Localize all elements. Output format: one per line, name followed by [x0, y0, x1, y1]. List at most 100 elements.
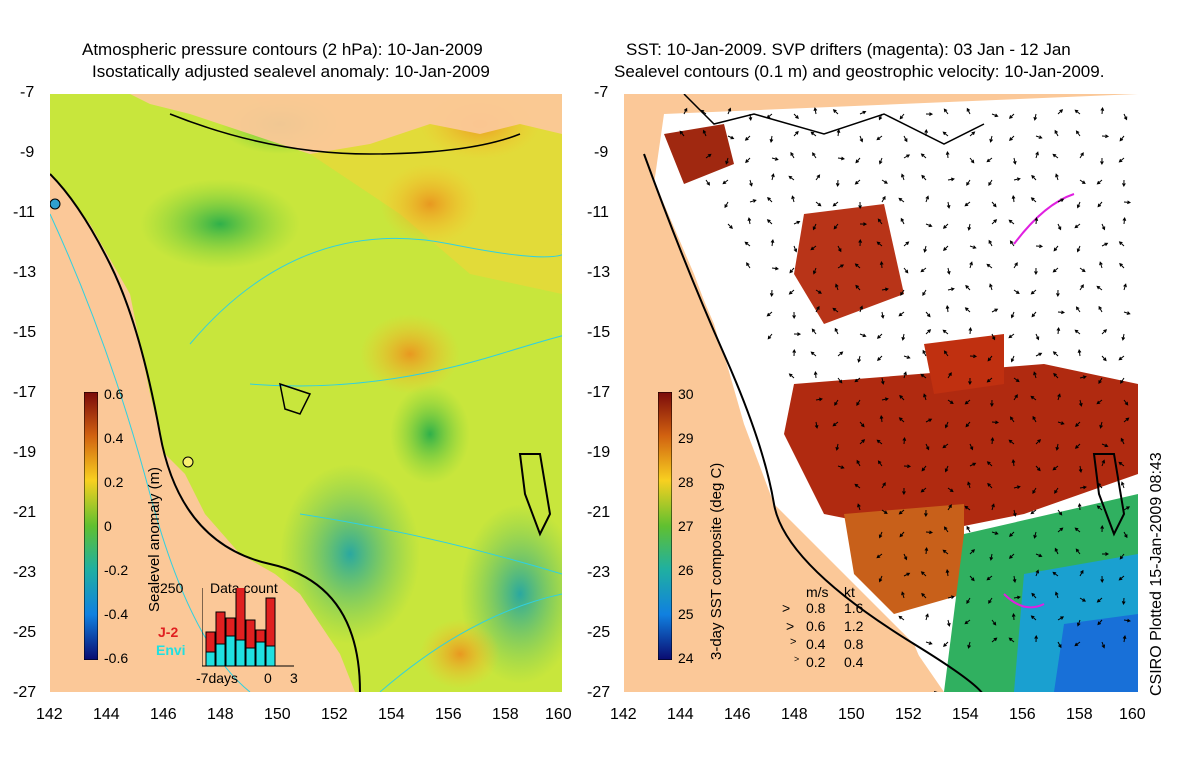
velocity-arrow [837, 156, 845, 161]
velocity-arrow [943, 245, 949, 251]
velocity-arrow [925, 530, 934, 535]
velocity-arrow [810, 245, 817, 251]
station-marker-icon[interactable] [182, 456, 194, 468]
velocity-arrow [1035, 244, 1044, 249]
velocity-arrow [792, 311, 796, 320]
velocity-arrow [1057, 641, 1062, 649]
velocity-arrow [1118, 461, 1125, 467]
lon-tick: 148 [207, 706, 234, 723]
velocity-arrow [832, 421, 839, 427]
velocity-arrow [920, 267, 927, 273]
velocity-arrow [923, 245, 927, 253]
velocity-arrow [1034, 267, 1038, 276]
velocity-arrow [943, 108, 949, 115]
velocity-arrow [1055, 443, 1060, 451]
lat-tick: -11 [13, 204, 35, 221]
velocity-arrow [947, 287, 955, 292]
velocity-arrow [988, 239, 993, 247]
velocity-arrow [903, 135, 908, 143]
velocity-arrow [898, 311, 905, 317]
colorbar-tick: 0.2 [104, 474, 124, 490]
velocity-arrow [1013, 262, 1018, 269]
velocity-arrow [1100, 575, 1105, 584]
left-title-line1: Atmospheric pressure contours (2 hPa): 1… [82, 40, 483, 59]
velocity-arrow [877, 218, 883, 225]
velocity-arrow [725, 157, 729, 165]
velocity-arrow [969, 245, 977, 249]
velocity-arrow [1122, 635, 1127, 643]
velocity-arrow [925, 641, 933, 645]
legend-arrow-icon: > [790, 636, 797, 648]
velocity-arrow [1056, 326, 1061, 335]
velocity-arrow [925, 195, 930, 203]
velocity-arrow [1079, 399, 1083, 407]
velocity-arrow [991, 637, 998, 643]
velocity-arrow [1076, 201, 1081, 209]
velocity-arrow [1010, 355, 1015, 363]
velocity-arrow [900, 217, 905, 225]
velocity-arrow [878, 113, 883, 121]
velocity-arrow [744, 135, 751, 141]
lat-tick: -15 [13, 324, 37, 341]
velocity-arrow [1079, 267, 1086, 273]
right-map[interactable]: 30 29 28 27 26 25 24 3-day SST composite… [624, 94, 1138, 692]
velocity-arrow [967, 641, 971, 649]
colorbar-tick: 0.6 [104, 386, 124, 402]
velocity-arrow [987, 355, 993, 362]
velocity-arrow [903, 553, 908, 561]
velocity-arrow [766, 113, 773, 119]
velocity-arrow [964, 201, 971, 207]
velocity-arrow [1096, 505, 1103, 511]
velocity-arrow [991, 420, 1000, 425]
velocity-arrow [834, 399, 839, 406]
velocity-arrow [835, 283, 839, 291]
velocity-arrow [966, 107, 971, 115]
lon-tick: 142 [610, 706, 637, 723]
colorbar-tick: 25 [678, 606, 694, 622]
velocity-arrow [859, 333, 867, 338]
velocity-arrow [815, 174, 821, 181]
legend-ms-value: 0.2 [806, 654, 826, 670]
left-map[interactable]: 0.6 0.4 0.2 0 -0.2 -0.4 -0.6 Sealevel an… [50, 94, 562, 692]
lat-tick: -19 [13, 444, 37, 461]
velocity-arrow [813, 107, 818, 115]
velocity-arrow [881, 397, 889, 402]
lon-tick: 146 [150, 706, 177, 723]
velocity-arrow [965, 421, 971, 428]
velocity-arrow [986, 157, 993, 163]
velocity-arrow [810, 351, 817, 357]
velocity-arrow [855, 157, 861, 164]
velocity-arrow [991, 531, 999, 535]
velocity-arrow [1079, 569, 1084, 577]
velocity-arrow [837, 264, 845, 269]
velocity-arrow [991, 333, 996, 341]
velocity-arrow [1100, 524, 1105, 533]
velocity-arrow [1052, 571, 1059, 577]
velocity-arrow [1123, 618, 1131, 623]
velocity-arrow [876, 439, 883, 445]
velocity-arrow [793, 220, 801, 225]
lat-tick: -23 [587, 564, 611, 581]
velocity-arrow [1034, 634, 1039, 643]
velocity-arrow [1054, 591, 1059, 599]
legend-arrow-icon: > [786, 618, 795, 634]
velocity-arrow [1013, 289, 1020, 295]
lon-tick: 154 [952, 706, 979, 723]
velocity-arrow [857, 503, 861, 511]
velocity-arrow [947, 619, 951, 627]
velocity-arrow [969, 354, 978, 359]
velocity-arrow [1055, 173, 1059, 181]
velocity-arrow [1079, 485, 1087, 490]
velocity-arrow [969, 443, 974, 451]
velocity-arrow [834, 327, 839, 335]
colorbar-tick: -0.6 [104, 650, 129, 666]
station-marker-icon[interactable] [50, 198, 61, 210]
velocity-arrow [1079, 179, 1086, 185]
velocity-arrow [881, 509, 888, 515]
velocity-arrow [1052, 351, 1059, 357]
velocity-arrow [944, 465, 949, 473]
sealevel-colorbar [84, 392, 98, 660]
velocity-arrow [1057, 310, 1066, 315]
velocity-arrow [966, 525, 971, 533]
velocity-arrow [969, 261, 973, 269]
